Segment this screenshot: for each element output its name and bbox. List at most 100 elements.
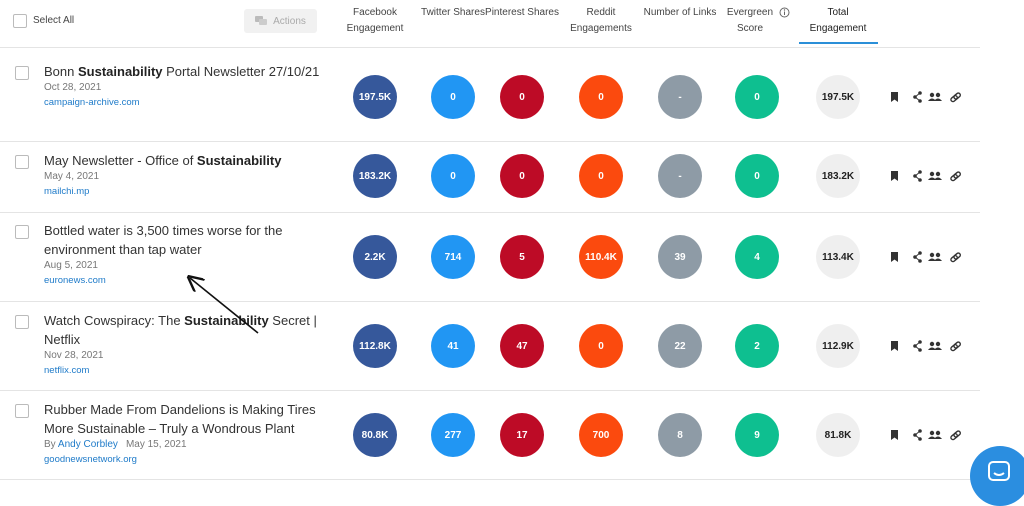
article-date: Nov 28, 2021 (44, 350, 104, 361)
row-actions[interactable] (888, 250, 964, 264)
metric-circle: 5 (500, 235, 544, 279)
metric-circle: 197.5K (353, 75, 397, 119)
select-all-label[interactable]: Select All (33, 15, 75, 26)
article-title[interactable]: May Newsletter - Office of Sustainabilit… (44, 151, 334, 170)
title-part: Watch Cowspiracy: The (44, 313, 185, 328)
article-info: Rubber Made From Dandelions is Making Ti… (44, 400, 334, 465)
metric-circle: 41 (431, 324, 475, 368)
metric-circle: 112.9K (816, 324, 860, 368)
article-info: May Newsletter - Office of Sustainabilit… (44, 151, 334, 197)
article-meta: By Andy Corbley May 15, 2021 (44, 439, 334, 450)
author-link: Andy Corbley (57, 439, 118, 450)
title-part: Bonn (44, 64, 78, 79)
column-header: Total Engagement (801, 5, 875, 37)
column-header: Evergreen Score (713, 5, 790, 37)
metric-circle: 0 (500, 75, 544, 119)
article-title[interactable]: Watch Cowspiracy: The Sustainability Sec… (44, 311, 334, 349)
column-header-label: Pinterest Shares (485, 7, 559, 18)
title-part: Rubber Made From Dandelions is Making Ti… (44, 402, 316, 436)
column-header: Twitter Shares (416, 5, 490, 21)
metric-circle: 112.8K (353, 324, 397, 368)
active-sort-underline (799, 42, 878, 44)
metric-circle: 0 (579, 154, 623, 198)
row-separator (0, 301, 980, 302)
metric-circle: 0 (579, 75, 623, 119)
metric-circle: - (658, 75, 702, 119)
article-date: May 4, 2021 (44, 171, 100, 182)
metric-circle: 9 (735, 413, 779, 457)
metric-circle: 47 (500, 324, 544, 368)
article-domain: campaign-archive.com (44, 97, 140, 108)
row-checkbox[interactable] (15, 155, 29, 169)
title-part: Bottled water is 3,500 times worse for t… (44, 223, 283, 257)
metric-circle: 80.8K (353, 413, 397, 457)
column-header: Pinterest Shares (485, 5, 559, 21)
actions-button[interactable]: Actions (244, 9, 317, 33)
column-header-label: Facebook Engagement (346, 7, 404, 34)
title-part: Sustainability (196, 153, 282, 168)
column-header-label: Total Engagement (809, 7, 867, 34)
metric-circle: 0 (735, 75, 779, 119)
metric-circle: 4 (735, 235, 779, 279)
article-domain: euronews.com (44, 275, 106, 286)
byline: By (44, 439, 56, 450)
article-date: Aug 5, 2021 (44, 260, 98, 271)
row-actions[interactable] (888, 90, 964, 104)
metric-circle: 81.8K (816, 413, 860, 457)
article-info: Watch Cowspiracy: The Sustainability Sec… (44, 311, 334, 376)
metric-circle: 22 (658, 324, 702, 368)
article-meta: Oct 28, 2021 (44, 82, 334, 93)
row-checkbox[interactable] (15, 225, 29, 239)
row-checkbox[interactable] (15, 315, 29, 329)
article-title[interactable]: Bonn Sustainability Portal Newsletter 27… (44, 62, 334, 81)
metric-circle: 700 (579, 413, 623, 457)
row-checkbox[interactable] (15, 66, 29, 80)
article-domain: mailchi.mp (44, 186, 90, 197)
row-actions[interactable] (888, 339, 964, 353)
metric-circle: 0 (431, 75, 475, 119)
info-icon[interactable] (779, 7, 790, 18)
metric-circle: 277 (431, 413, 475, 457)
article-meta: Nov 28, 2021 (44, 350, 334, 361)
chat-icon (988, 461, 1010, 481)
metric-circle: 17 (500, 413, 544, 457)
row-separator (0, 390, 980, 391)
metric-circle: 8 (658, 413, 702, 457)
title-part: Sustainability (77, 64, 163, 79)
column-header-label: Reddit Engagements (570, 7, 632, 34)
column-header-label: Evergreen Score (726, 7, 774, 34)
metric-circle: 2.2K (353, 235, 397, 279)
metric-circle: 0 (579, 324, 623, 368)
title-part: Secret | Netflix (44, 313, 317, 347)
metric-circle: 2 (735, 324, 779, 368)
article-domain: goodnewsnetwork.org (44, 454, 137, 465)
row-actions[interactable] (888, 428, 964, 442)
chat-button[interactable] (970, 446, 1024, 506)
title-part: Portal Newsletter 27/10/21 (162, 64, 320, 79)
column-header-label: Twitter Shares (421, 7, 485, 18)
metric-circle: 113.4K (816, 235, 860, 279)
metric-circle: 0 (431, 154, 475, 198)
article-meta: May 4, 2021 (44, 171, 334, 182)
row-checkbox[interactable] (15, 404, 29, 418)
header-separator (0, 47, 980, 48)
article-date: Oct 28, 2021 (44, 82, 102, 93)
column-header-label: Number of Links (643, 7, 717, 18)
metric-circle: 0 (500, 154, 544, 198)
article-title[interactable]: Bottled water is 3,500 times worse for t… (44, 221, 334, 259)
column-header: Number of Links (643, 5, 717, 21)
row-actions[interactable] (888, 169, 964, 183)
title-part: Sustainability (184, 313, 269, 328)
column-header: Reddit Engagements (564, 5, 638, 37)
article-info: Bonn Sustainability Portal Newsletter 27… (44, 62, 334, 108)
row-separator (0, 479, 980, 480)
metric-circle: 0 (735, 154, 779, 198)
article-title[interactable]: Rubber Made From Dandelions is Making Ti… (44, 400, 334, 438)
column-header: Facebook Engagement (338, 5, 412, 37)
metric-circle: 183.2K (816, 154, 860, 198)
article-domain: netflix.com (44, 365, 90, 376)
header-bar (0, 0, 980, 46)
metric-circle: 197.5K (816, 75, 860, 119)
select-all-checkbox[interactable] (13, 14, 27, 28)
